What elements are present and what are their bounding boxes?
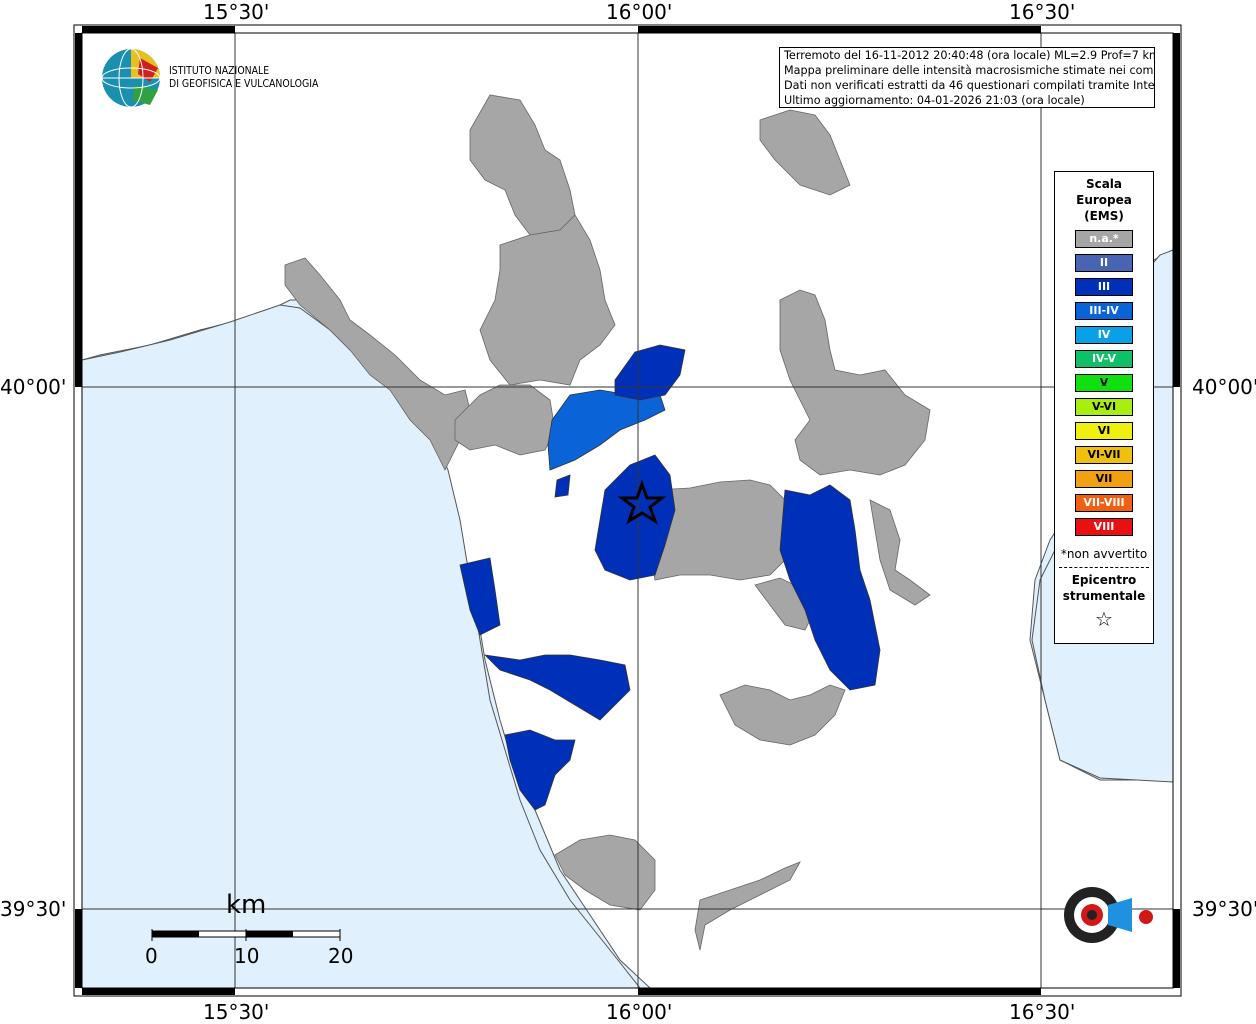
legend-swatch-VIII: VIII: [1075, 518, 1133, 536]
axis-label-bottom-1530: 15°30': [203, 1000, 270, 1024]
event-info-box: Terremoto del 16-11-2012 20:40:48 (ora l…: [779, 47, 1155, 108]
axis-label-left-4000: 40°00': [0, 375, 67, 399]
legend-swatch-VII-VIII: VII-VIII: [1075, 494, 1133, 512]
legend-not-felt-note: *non avvertito: [1060, 547, 1148, 561]
legend-swatch-VI-VII: VI-VII: [1075, 446, 1133, 464]
axis-label-top-1530: 15°30': [203, 0, 270, 24]
axis-label-right-4000: 40°00': [1192, 375, 1256, 399]
legend-epicenter-label: Epicentro strumentale: [1062, 573, 1146, 603]
axis-label-top-1630: 16°30': [1009, 0, 1076, 24]
legend-divider: [1059, 567, 1149, 568]
ingv-logo-text: ISTITUTO NAZIONALE DI GEOFISICA E VULCAN…: [169, 64, 318, 90]
legend-swatch-III-IV: III-IV: [1075, 302, 1133, 320]
legend-swatch-VII: VII: [1075, 470, 1133, 488]
event-info-line1: Terremoto del 16-11-2012 20:40:48 (ora l…: [784, 49, 1155, 62]
event-info-line4: Ultimo aggiornamento: 04-01-2026 21:03 (…: [784, 94, 1085, 107]
scale-tick-0: 0: [145, 944, 158, 968]
event-info-line2: Mappa preliminare delle intensità macros…: [784, 64, 1155, 77]
legend-title: Scala Europea (EMS): [1076, 177, 1132, 223]
legend-swatch-IV: IV: [1075, 326, 1133, 344]
axis-label-left-3930: 39°30': [0, 897, 67, 921]
municipalities-intensity-III: [459, 344, 881, 811]
ems-legend: Scala Europea (EMS) n.a.* II III III-IV IV IV…: [1054, 171, 1154, 644]
municipality-intensity-III-IV: [547, 389, 666, 471]
epicenter-star: [617, 479, 667, 525]
event-info-line3: Dati non verificati estratti da 46 quest…: [784, 79, 1155, 92]
axis-label-bottom-1600: 16°00': [606, 1000, 673, 1024]
axis-label-right-3930: 39°30': [1192, 897, 1256, 921]
legend-epicenter-star-icon: ☆: [1095, 607, 1113, 631]
legend-swatch-n-a: n.a.*: [1075, 230, 1133, 248]
map-frame: [73, 24, 1182, 997]
scale-bar: [151, 929, 341, 941]
ingv-logo-icon: [101, 48, 161, 108]
scale-unit-label: km: [226, 890, 267, 920]
municipalities-not-available: [284, 94, 931, 951]
legend-swatch-V-VI: V-VI: [1075, 398, 1133, 416]
legend-swatch-VI: VI: [1075, 422, 1133, 440]
sea-tyrrhenian: [81, 304, 642, 989]
scale-tick-20: 20: [328, 944, 354, 968]
legend-swatch-IV-V: IV-V: [1075, 350, 1133, 368]
legend-swatch-II: II: [1075, 254, 1133, 272]
ingv-logo-line1: ISTITUTO NAZIONALE: [169, 64, 270, 77]
axis-label-top-1600: 16°00': [606, 0, 673, 24]
axis-label-bottom-1630: 16°30': [1009, 1000, 1076, 1024]
legend-swatch-III: III: [1075, 278, 1133, 296]
graticule: [82, 33, 1173, 988]
ingv-logo-line2: DI GEOFISICA E VULCANOLOGIA: [169, 77, 319, 90]
scale-tick-10: 10: [234, 944, 260, 968]
legend-swatch-V: V: [1075, 374, 1133, 392]
haisentito-logo-icon: [1064, 887, 1153, 943]
